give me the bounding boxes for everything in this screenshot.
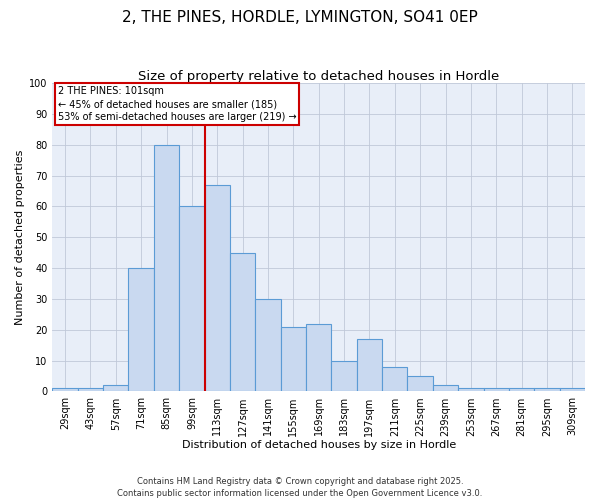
Bar	[281, 326, 306, 392]
Bar	[103, 386, 128, 392]
Bar	[331, 360, 357, 392]
Text: 2, THE PINES, HORDLE, LYMINGTON, SO41 0EP: 2, THE PINES, HORDLE, LYMINGTON, SO41 0E…	[122, 10, 478, 25]
Bar	[205, 185, 230, 392]
Bar	[458, 388, 484, 392]
Title: Size of property relative to detached houses in Hordle: Size of property relative to detached ho…	[138, 70, 499, 83]
Bar	[560, 388, 585, 392]
Bar	[484, 388, 509, 392]
Bar	[52, 388, 78, 392]
Bar	[230, 252, 255, 392]
Bar	[154, 144, 179, 392]
Bar	[357, 339, 382, 392]
Text: 2 THE PINES: 101sqm
← 45% of detached houses are smaller (185)
53% of semi-detac: 2 THE PINES: 101sqm ← 45% of detached ho…	[58, 86, 296, 122]
Bar	[78, 388, 103, 392]
Text: Contains HM Land Registry data © Crown copyright and database right 2025.
Contai: Contains HM Land Registry data © Crown c…	[118, 476, 482, 498]
Y-axis label: Number of detached properties: Number of detached properties	[15, 150, 25, 325]
Bar	[255, 299, 281, 392]
Bar	[382, 367, 407, 392]
Bar	[407, 376, 433, 392]
X-axis label: Distribution of detached houses by size in Hordle: Distribution of detached houses by size …	[182, 440, 456, 450]
Bar	[534, 388, 560, 392]
Bar	[128, 268, 154, 392]
Bar	[306, 324, 331, 392]
Bar	[509, 388, 534, 392]
Bar	[179, 206, 205, 392]
Bar	[433, 386, 458, 392]
